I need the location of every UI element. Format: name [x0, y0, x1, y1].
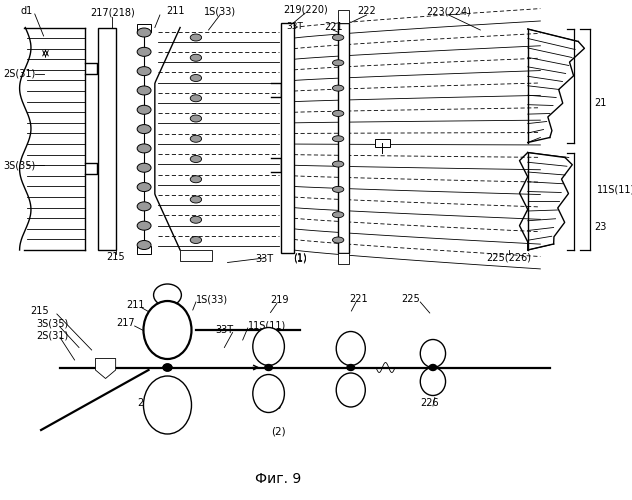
Text: 33T: 33T	[287, 22, 303, 31]
Text: 11S(11): 11S(11)	[597, 185, 632, 195]
Text: 226: 226	[420, 398, 439, 408]
Bar	[281, 22, 294, 252]
Ellipse shape	[190, 95, 202, 102]
Text: 225(226): 225(226)	[486, 252, 532, 262]
Bar	[180, 250, 212, 261]
Text: 221: 221	[349, 294, 368, 304]
Text: 3S(35): 3S(35)	[3, 160, 35, 170]
Ellipse shape	[137, 144, 151, 153]
Ellipse shape	[420, 368, 446, 396]
Polygon shape	[95, 358, 116, 378]
Text: 219: 219	[270, 295, 289, 305]
Circle shape	[154, 284, 181, 306]
Text: 220: 220	[264, 401, 283, 411]
Ellipse shape	[137, 163, 151, 172]
Bar	[338, 10, 349, 22]
Bar	[137, 246, 151, 254]
Text: 3S(35): 3S(35)	[37, 319, 69, 329]
Ellipse shape	[332, 85, 344, 91]
Text: 1S(33): 1S(33)	[196, 294, 228, 304]
Ellipse shape	[332, 212, 344, 218]
Text: (2): (2)	[270, 426, 286, 436]
Text: 211: 211	[166, 6, 185, 16]
Ellipse shape	[332, 186, 344, 192]
Bar	[137, 24, 151, 32]
Text: 2S(31): 2S(31)	[3, 69, 35, 79]
Text: 11S(11): 11S(11)	[248, 320, 286, 330]
Text: 23: 23	[594, 222, 607, 232]
Ellipse shape	[190, 115, 202, 122]
Text: 218: 218	[137, 398, 156, 407]
Text: 217: 217	[116, 318, 135, 328]
Bar	[375, 138, 390, 146]
Ellipse shape	[137, 28, 151, 37]
Ellipse shape	[253, 328, 284, 366]
Ellipse shape	[190, 135, 202, 142]
Ellipse shape	[190, 236, 202, 244]
Text: Фиг. 9: Фиг. 9	[255, 472, 301, 486]
Text: 33T: 33T	[255, 254, 273, 264]
Ellipse shape	[137, 202, 151, 211]
Ellipse shape	[332, 237, 344, 243]
Text: d1: d1	[20, 6, 33, 16]
Text: 222: 222	[357, 6, 376, 16]
Ellipse shape	[190, 74, 202, 82]
Text: 215: 215	[106, 252, 125, 262]
Circle shape	[347, 364, 355, 370]
Ellipse shape	[143, 301, 191, 359]
Text: 2S(31): 2S(31)	[37, 330, 69, 340]
Text: (1): (1)	[293, 252, 307, 262]
Ellipse shape	[190, 156, 202, 162]
Text: (1): (1)	[293, 254, 307, 264]
Ellipse shape	[137, 240, 151, 250]
Ellipse shape	[332, 34, 344, 40]
Circle shape	[163, 364, 172, 371]
Bar	[338, 252, 349, 264]
Ellipse shape	[190, 216, 202, 223]
Ellipse shape	[137, 221, 151, 230]
Ellipse shape	[143, 376, 191, 434]
Ellipse shape	[190, 34, 202, 41]
Circle shape	[163, 364, 172, 371]
Text: 33T: 33T	[216, 325, 233, 335]
Text: 225: 225	[401, 294, 420, 304]
Text: 219(220): 219(220)	[283, 4, 327, 14]
Circle shape	[265, 364, 272, 370]
Ellipse shape	[190, 176, 202, 182]
Text: 1S(33): 1S(33)	[204, 6, 236, 16]
Text: 217(218): 217(218)	[90, 8, 135, 18]
Bar	[98, 28, 116, 250]
Ellipse shape	[137, 66, 151, 76]
Ellipse shape	[190, 196, 202, 203]
Ellipse shape	[420, 340, 446, 367]
Ellipse shape	[332, 136, 344, 142]
Ellipse shape	[332, 110, 344, 116]
Ellipse shape	[336, 332, 365, 366]
Text: 215: 215	[30, 306, 49, 316]
Ellipse shape	[137, 86, 151, 95]
Ellipse shape	[332, 161, 344, 167]
Ellipse shape	[137, 48, 151, 56]
Text: 21: 21	[594, 98, 607, 108]
Text: 223(224): 223(224)	[426, 6, 471, 16]
Text: 221: 221	[324, 22, 343, 32]
Ellipse shape	[190, 54, 202, 61]
Circle shape	[429, 364, 437, 370]
Ellipse shape	[137, 106, 151, 114]
Ellipse shape	[332, 60, 344, 66]
Text: 211: 211	[126, 300, 145, 310]
Ellipse shape	[336, 373, 365, 407]
Ellipse shape	[137, 182, 151, 192]
Ellipse shape	[253, 374, 284, 412]
Bar	[338, 22, 349, 252]
Ellipse shape	[137, 124, 151, 134]
